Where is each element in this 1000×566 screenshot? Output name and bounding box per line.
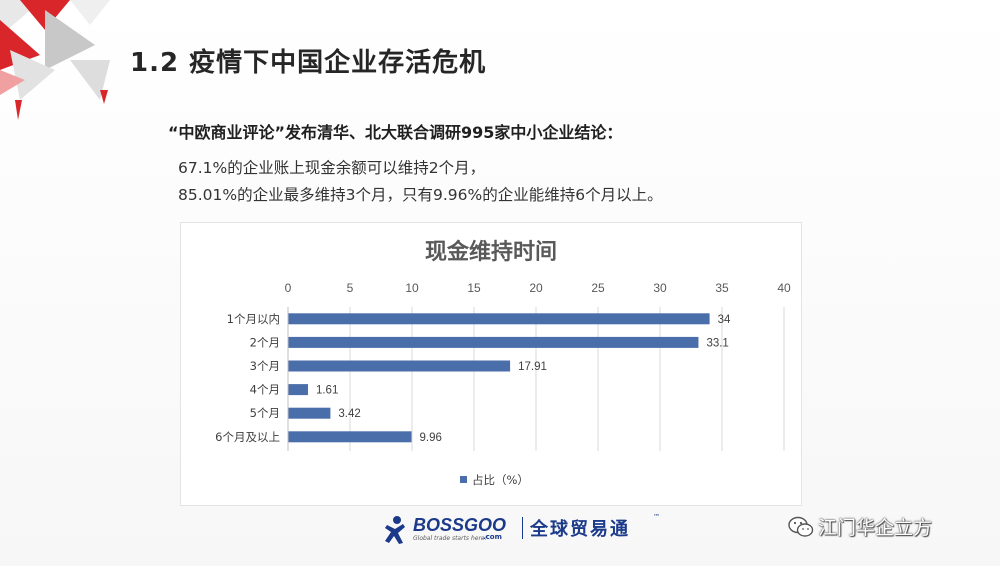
logo-tagline: Global trade starts here! <box>413 535 488 542</box>
bar <box>288 384 308 396</box>
bossgoo-logo: BOSSGOO Global trade starts here! .com 全… <box>383 513 683 549</box>
category-label: 3个月 <box>250 359 280 373</box>
bar <box>288 313 710 325</box>
bar <box>288 336 699 348</box>
data-label: 33.1 <box>706 337 728 349</box>
category-label: 6个月及以上 <box>215 430 280 444</box>
slide-title: 1.2 疫情下中国企业存活危机 <box>130 48 487 78</box>
x-tick-label: 30 <box>653 281 667 295</box>
corner-triangles-decor <box>0 0 110 120</box>
wechat-icon <box>788 516 814 537</box>
x-tick-label: 15 <box>467 281 481 295</box>
x-tick-label: 0 <box>285 281 292 295</box>
data-label: 17.91 <box>518 361 547 373</box>
category-label: 2个月 <box>250 335 280 349</box>
bar <box>288 431 412 443</box>
legend-swatch <box>460 476 467 483</box>
x-tick-label: 25 <box>591 281 605 295</box>
x-tick-label: 5 <box>347 281 354 295</box>
chart-canvas: 现金维持时间 0 5 10 15 20 25 30 35 40 1个月以内 34 2个月 33.1 3个月 1… <box>215 239 791 487</box>
legend-label: 占比（%） <box>472 473 529 487</box>
category-label: 5个月 <box>250 406 280 420</box>
x-tick-label: 35 <box>715 281 729 295</box>
logo-domain: .com <box>483 533 502 541</box>
logo-wordmark: BOSSGOO <box>413 515 507 535</box>
slide-subtitle: “中欧商业评论”发布清华、北大联合调研995家中小企业结论： <box>168 123 623 142</box>
bar <box>288 407 331 419</box>
data-label: 34 <box>718 314 731 326</box>
logo-divider <box>522 517 523 539</box>
x-tick-label: 20 <box>529 281 543 295</box>
bossgoo-figure-icon <box>385 516 405 544</box>
data-label: 3.42 <box>338 408 360 420</box>
chart-title: 现金维持时间 <box>425 239 557 265</box>
data-label: 9.96 <box>420 432 442 444</box>
x-tick-label: 40 <box>777 281 791 295</box>
x-tick-label: 10 <box>405 281 419 295</box>
watermark-text: 江门华企立方 <box>818 517 933 539</box>
finding-line-1: 67.1%的企业账上现金余额可以维持2个月， <box>178 159 486 177</box>
category-label: 1个月以内 <box>227 312 280 326</box>
bar-chart: 现金维持时间 0 5 10 15 20 25 30 35 40 1个月以内 34 2个月 33.1 3个月 1… <box>180 222 802 506</box>
logo-trademark: ™ <box>653 513 660 521</box>
bar <box>288 360 511 372</box>
finding-line-2: 85.01%的企业最多维持3个月，只有9.96%的企业能维持6个月以上。 <box>178 186 663 204</box>
logo-chinese-name: 全球贸易通 <box>530 519 630 540</box>
category-label: 4个月 <box>250 383 280 397</box>
data-label: 1.61 <box>316 385 338 397</box>
